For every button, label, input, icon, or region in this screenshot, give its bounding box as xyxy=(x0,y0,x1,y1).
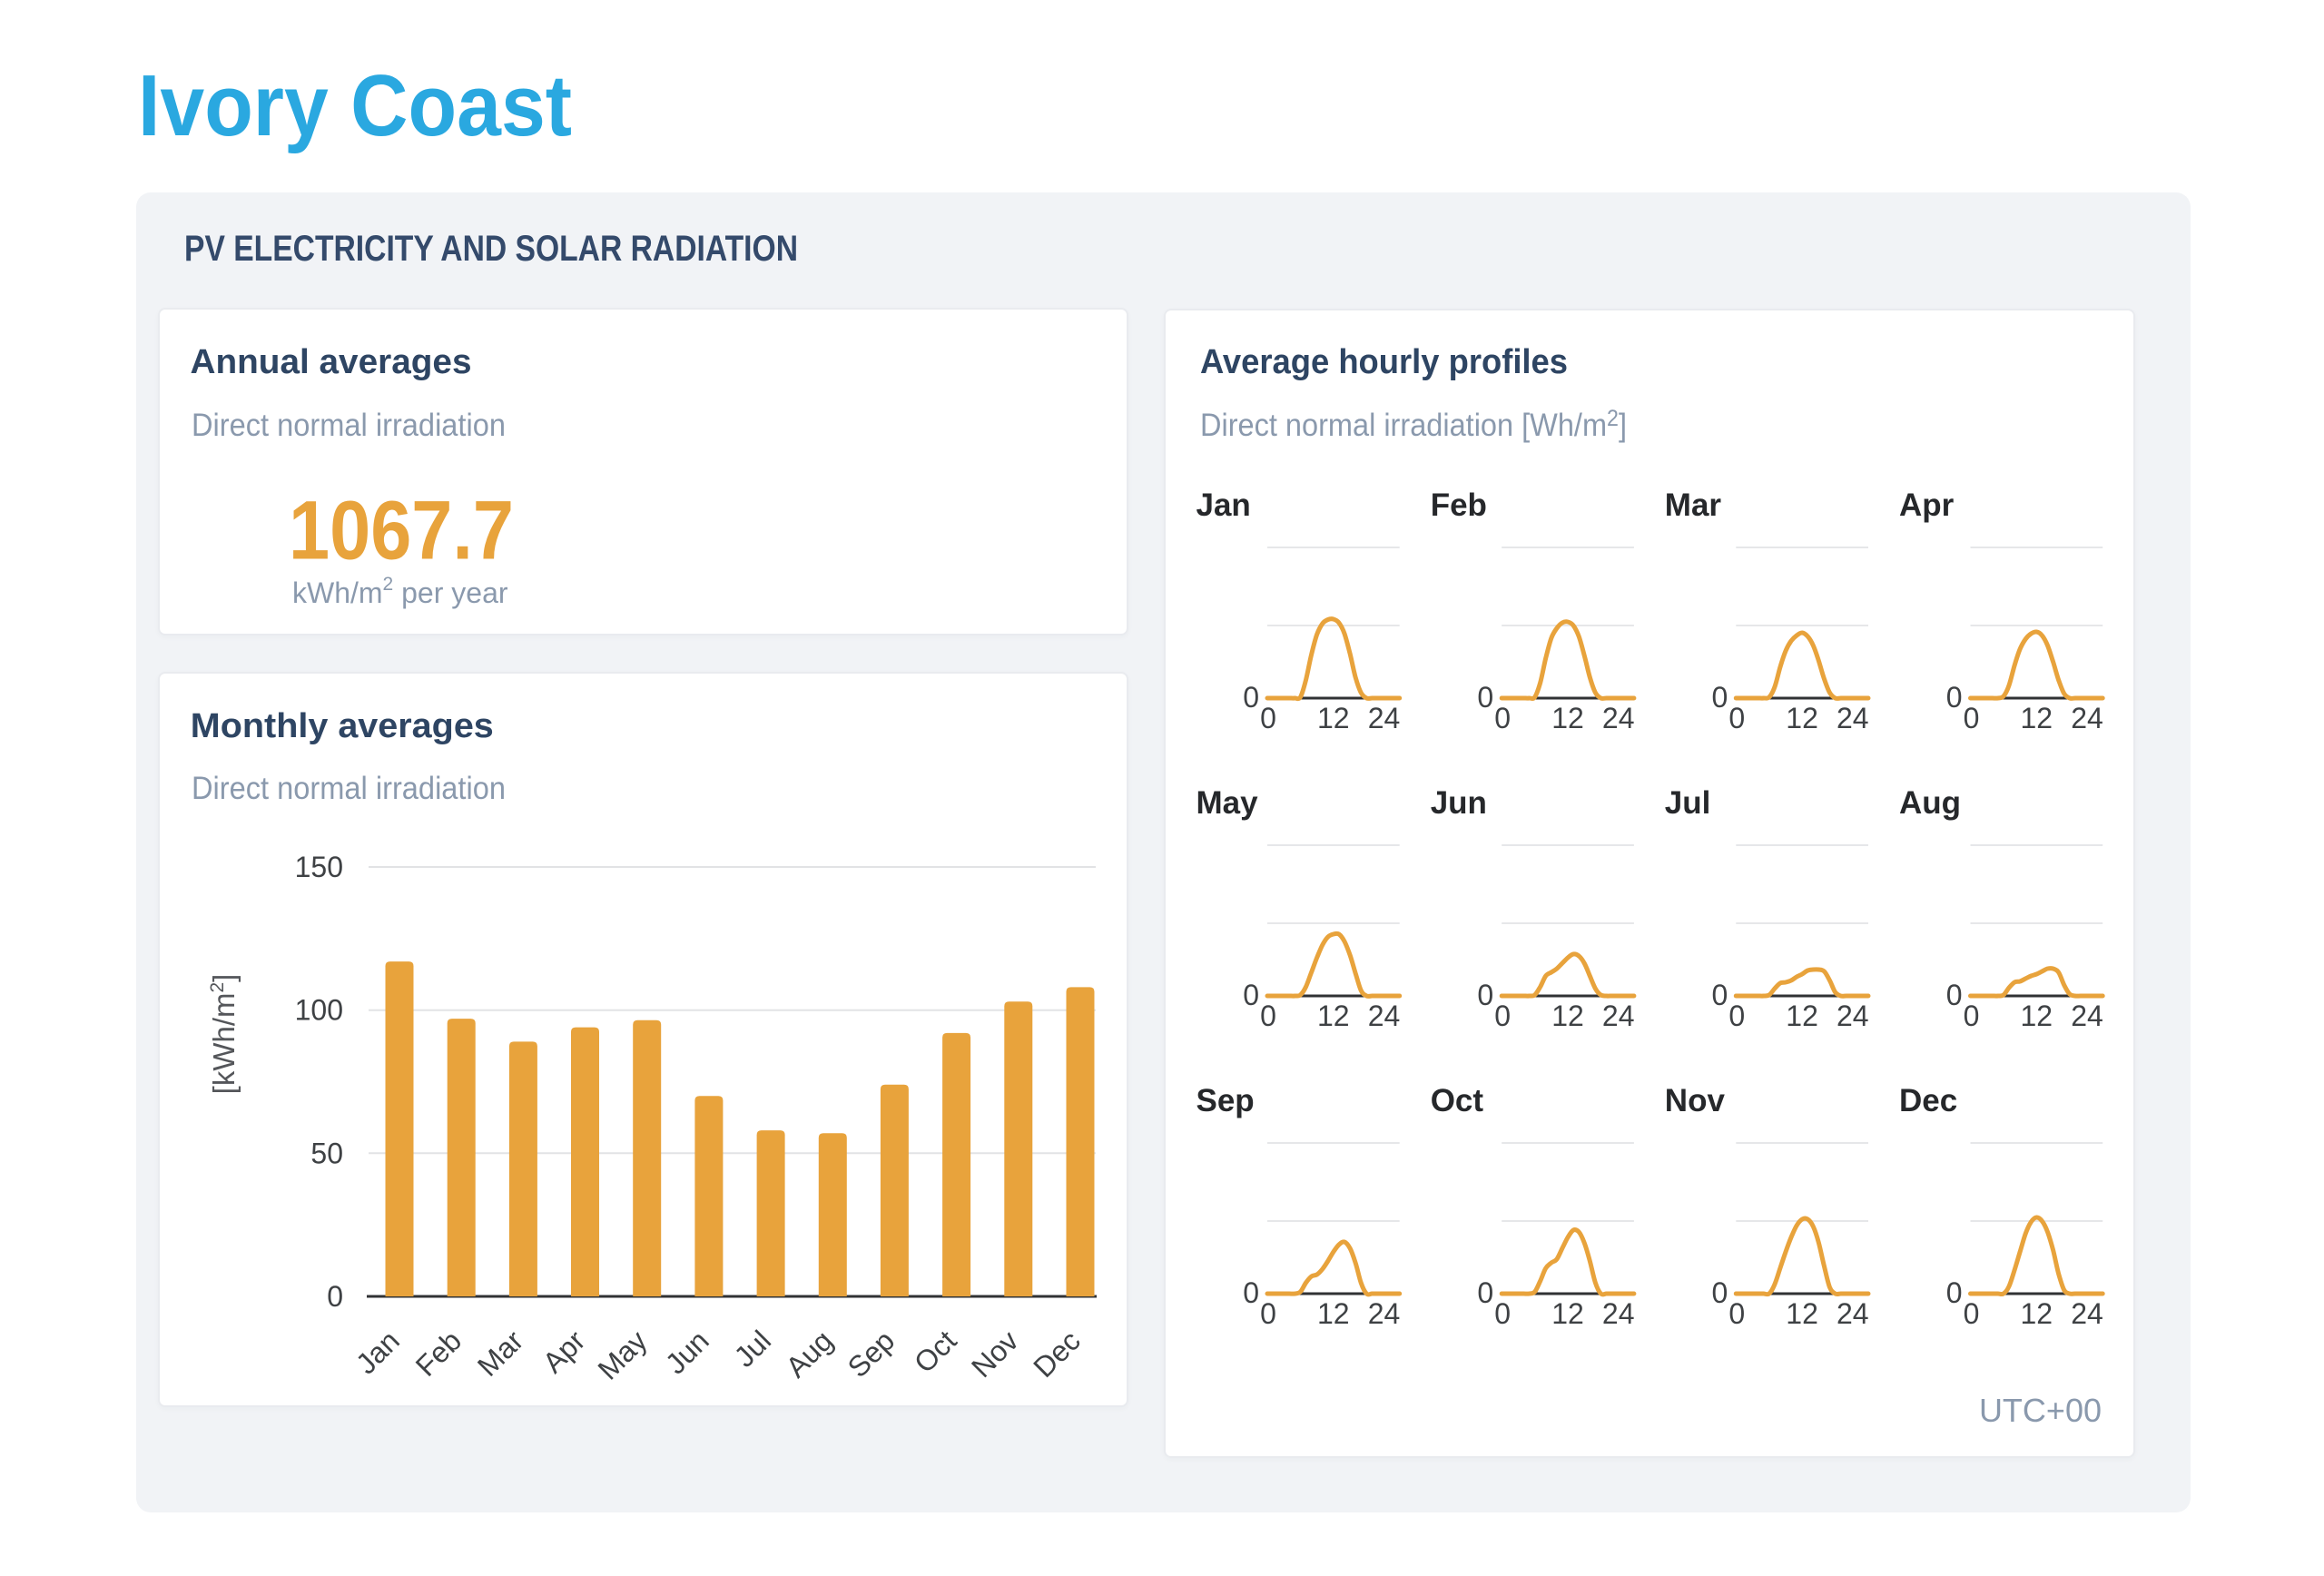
svg-text:Direct normal irradiation: Direct normal irradiation xyxy=(192,771,506,806)
svg-text:UTC+00: UTC+00 xyxy=(1979,1392,2102,1429)
svg-text:0: 0 xyxy=(1243,979,1259,1011)
svg-text:0: 0 xyxy=(1260,702,1276,734)
svg-text:0: 0 xyxy=(1494,1000,1511,1032)
svg-text:kWh/m2 per year: kWh/m2 per year xyxy=(292,574,508,609)
svg-text:0: 0 xyxy=(1946,979,1963,1011)
svg-text:12: 12 xyxy=(1786,1000,1818,1032)
svg-text:12: 12 xyxy=(1317,702,1350,734)
svg-text:Direct normal irradiation: Direct normal irradiation xyxy=(192,408,506,443)
svg-text:Monthly averages: Monthly averages xyxy=(191,707,494,745)
svg-text:May: May xyxy=(1196,785,1259,821)
svg-text:0: 0 xyxy=(1964,702,1980,734)
svg-text:0: 0 xyxy=(1243,681,1259,714)
svg-text:24: 24 xyxy=(2071,702,2103,734)
svg-text:0: 0 xyxy=(1477,681,1493,714)
svg-text:50: 50 xyxy=(310,1137,343,1169)
svg-text:0: 0 xyxy=(1728,702,1745,734)
svg-text:12: 12 xyxy=(2021,702,2053,734)
svg-text:Dec: Dec xyxy=(1899,1083,1957,1118)
svg-text:Annual averages: Annual averages xyxy=(191,343,472,381)
svg-text:0: 0 xyxy=(1728,1297,1745,1330)
svg-text:Sep: Sep xyxy=(1196,1083,1255,1118)
svg-text:12: 12 xyxy=(1551,1000,1584,1032)
svg-text:24: 24 xyxy=(1837,1000,1869,1032)
svg-text:0: 0 xyxy=(327,1280,343,1313)
svg-text:24: 24 xyxy=(2071,1000,2103,1032)
svg-text:24: 24 xyxy=(1602,702,1635,734)
svg-text:0: 0 xyxy=(1494,702,1511,734)
svg-text:24: 24 xyxy=(1368,1297,1401,1330)
svg-text:Apr: Apr xyxy=(1899,488,1955,523)
svg-text:Jan: Jan xyxy=(1196,488,1251,523)
svg-text:0: 0 xyxy=(1728,1000,1745,1032)
svg-text:12: 12 xyxy=(2021,1000,2053,1032)
svg-text:PV ELECTRICITY AND SOLAR RADIA: PV ELECTRICITY AND SOLAR RADIATION xyxy=(184,229,798,269)
svg-text:Oct: Oct xyxy=(1431,1083,1484,1118)
svg-text:0: 0 xyxy=(1712,681,1728,714)
svg-text:0: 0 xyxy=(1260,1297,1276,1330)
svg-text:0: 0 xyxy=(1243,1276,1259,1309)
svg-text:0: 0 xyxy=(1477,1276,1493,1309)
svg-text:24: 24 xyxy=(1368,1000,1401,1032)
svg-text:Mar: Mar xyxy=(1665,488,1722,523)
svg-text:0: 0 xyxy=(1494,1297,1511,1330)
svg-text:Jun: Jun xyxy=(1431,785,1487,821)
svg-text:12: 12 xyxy=(2021,1297,2053,1330)
svg-text:Feb: Feb xyxy=(1431,488,1487,523)
svg-text:Jul: Jul xyxy=(1665,785,1711,821)
svg-text:12: 12 xyxy=(1786,1297,1818,1330)
svg-text:0: 0 xyxy=(1712,1276,1728,1309)
svg-text:0: 0 xyxy=(1946,681,1963,714)
svg-text:24: 24 xyxy=(1368,702,1401,734)
svg-text:0: 0 xyxy=(1946,1276,1963,1309)
svg-text:Aug: Aug xyxy=(1899,785,1961,821)
svg-text:Ivory Coast: Ivory Coast xyxy=(138,57,572,154)
svg-text:0: 0 xyxy=(1260,1000,1276,1032)
svg-text:0: 0 xyxy=(1712,979,1728,1011)
svg-text:Nov: Nov xyxy=(1665,1083,1726,1118)
svg-text:24: 24 xyxy=(1602,1297,1635,1330)
svg-text:12: 12 xyxy=(1786,702,1818,734)
svg-text:12: 12 xyxy=(1317,1297,1350,1330)
svg-text:1067.7: 1067.7 xyxy=(289,485,514,577)
svg-text:Average hourly profiles: Average hourly profiles xyxy=(1200,343,1568,381)
svg-text:150: 150 xyxy=(295,851,343,883)
svg-text:24: 24 xyxy=(1837,1297,1869,1330)
svg-text:Direct normal irradiation [Wh/: Direct normal irradiation [Wh/m2] xyxy=(1200,406,1627,443)
svg-text:12: 12 xyxy=(1551,1297,1584,1330)
svg-text:0: 0 xyxy=(1477,979,1493,1011)
svg-text:24: 24 xyxy=(1837,702,1869,734)
svg-text:24: 24 xyxy=(2071,1297,2103,1330)
svg-text:12: 12 xyxy=(1551,702,1584,734)
svg-text:12: 12 xyxy=(1317,1000,1350,1032)
svg-text:0: 0 xyxy=(1964,1000,1980,1032)
svg-text:[kWh/m2]: [kWh/m2] xyxy=(207,974,241,1095)
svg-text:100: 100 xyxy=(295,994,343,1027)
svg-text:24: 24 xyxy=(1602,1000,1635,1032)
svg-text:0: 0 xyxy=(1964,1297,1980,1330)
